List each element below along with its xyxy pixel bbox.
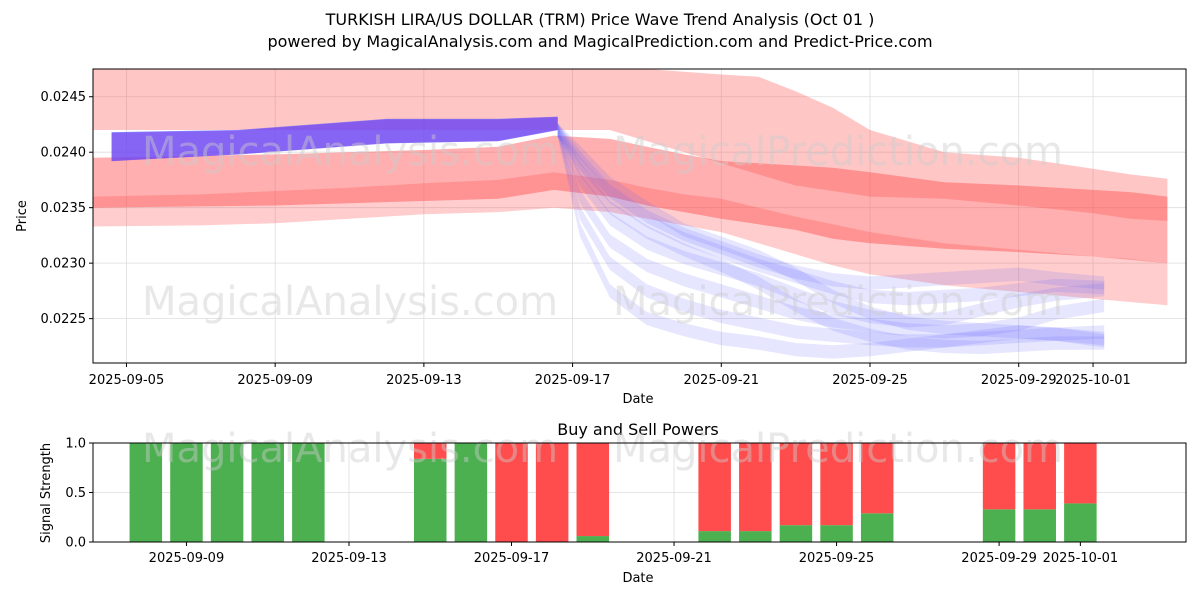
price-y-tick-label: 0.0245: [41, 90, 87, 105]
sell-bar-2025-09-23: [739, 443, 772, 532]
price-watermarks: MagicalAnalysis.com MagicalPrediction.com…: [142, 129, 1063, 325]
signal-x-label: Date: [622, 571, 653, 586]
blue-projection-band: [557, 123, 1105, 359]
sell-bar-2025-09-17: [495, 443, 528, 542]
price-y-tick-label: 0.0225: [41, 312, 87, 327]
red-band-low: [93, 172, 1168, 306]
sell-bar-2025-09-24: [779, 443, 813, 526]
buy-bar-2025-09-25: [820, 525, 853, 542]
price-y-tick-label: 0.0235: [41, 201, 87, 216]
chart-subtitle: powered by MagicalAnalysis.com and Magic…: [267, 32, 932, 51]
price-plot-frame: [92, 68, 1187, 364]
price-y-label: Price: [15, 200, 30, 232]
price-y-tick-label: 0.0240: [41, 146, 87, 161]
signal-y-label: Signal Strength: [39, 443, 54, 543]
watermark-text: MagicalAnalysis.com: [142, 426, 558, 472]
buy-bar-2025-09-19: [576, 536, 610, 542]
price-x-tick-label: 2025-09-13: [386, 373, 462, 388]
price-plot: MagicalAnalysis.com MagicalPrediction.com…: [15, 68, 1187, 407]
sell-bar-2025-09-15: [413, 443, 447, 459]
signal-x-tick-label: 2025-09-17: [474, 551, 550, 566]
purple-overlap-band: [111, 117, 558, 162]
blue-projection-band: [557, 123, 1105, 355]
price-x-tick-label: 2025-09-05: [89, 373, 165, 388]
sell-bar-2025-09-30: [1023, 443, 1056, 510]
watermark-text: MagicalPrediction.com: [613, 279, 1063, 325]
signal-y-tick-label: 1.0: [65, 437, 86, 452]
price-x-ticks: 2025-09-05 2025-09-09 2025-09-13 2025-09-17…: [89, 363, 1131, 388]
buy-bar-2025-09-10: [210, 443, 244, 542]
sell-bar-2025-09-18: [535, 443, 569, 542]
blue-history-band: [111, 116, 558, 162]
buy-bar-2025-09-09: [170, 443, 203, 542]
blue-projection-band: [557, 123, 1105, 346]
price-x-tick-label: 2025-09-29: [981, 373, 1057, 388]
watermark-text: MagicalAnalysis.com: [142, 129, 558, 175]
price-x-tick-label: 2025-10-01: [1055, 373, 1131, 388]
buy-bar-2025-09-11: [251, 443, 284, 542]
signal-plot: Buy and Sell Powers MagicalAnalysis.com M…: [39, 420, 1187, 586]
price-x-tick-label: 2025-09-21: [684, 373, 760, 388]
signal-watermarks: MagicalAnalysis.com MagicalPrediction.com: [142, 426, 1063, 472]
price-grid: [93, 69, 1186, 363]
price-x-tick-label: 2025-09-17: [535, 373, 611, 388]
signal-bars: [129, 443, 1097, 542]
blue-history-band: [111, 116, 558, 162]
sell-bar-2025-09-25: [820, 443, 853, 526]
chart-title: TURKISH LIRA/US DOLLAR (TRM) Price Wave …: [325, 10, 875, 29]
buy-bar-2025-09-29: [982, 509, 1016, 542]
sell-bar-2025-09-22: [698, 443, 731, 532]
signal-x-tick-label: 2025-09-25: [799, 551, 875, 566]
price-x-tick-label: 2025-09-25: [832, 373, 908, 388]
buy-bar-2025-09-08: [129, 443, 163, 542]
sell-bar-2025-09-26: [860, 443, 894, 514]
signal-x-ticks: 2025-09-09 2025-09-13 2025-09-17 2025-09-21…: [149, 542, 1118, 566]
buy-bar-2025-09-16: [454, 443, 488, 542]
red-bands: [93, 69, 1168, 306]
price-x-label: Date: [622, 392, 653, 407]
blue-projection-band: [557, 123, 1105, 290]
sell-bar-2025-09-19: [576, 443, 610, 537]
buy-bar-2025-09-26: [860, 513, 894, 542]
blue-projection-band: [557, 123, 1105, 306]
signal-x-tick-label: 2025-09-21: [636, 551, 712, 566]
signal-x-tick-label: 2025-09-29: [961, 551, 1037, 566]
sell-bar-2025-09-29: [982, 443, 1016, 510]
signal-title: Buy and Sell Powers: [557, 420, 719, 439]
price-x-tick-label: 2025-09-09: [237, 373, 313, 388]
signal-y-tick-label: 0.5: [65, 486, 86, 501]
buy-bar-2025-09-12: [292, 443, 325, 542]
red-band-core: [93, 135, 1168, 264]
price-y-tick-label: 0.0230: [41, 257, 87, 272]
buy-bar-2025-10-01: [1064, 503, 1097, 542]
signal-y-ticks: 0.0 0.5 1.0: [65, 437, 93, 551]
watermark-text: MagicalPrediction.com: [613, 129, 1063, 175]
buy-bar-2025-09-30: [1023, 509, 1056, 542]
signal-x-tick-label: 2025-09-09: [149, 551, 225, 566]
price-y-ticks: 0.0225 0.0230 0.0235 0.0240 0.0245: [41, 90, 93, 327]
watermark-text: MagicalPrediction.com: [613, 426, 1063, 472]
buy-bar-2025-09-24: [779, 525, 813, 542]
sell-bar-2025-10-01: [1064, 443, 1097, 504]
watermark-text: MagicalAnalysis.com: [142, 279, 558, 325]
blue-history-band: [111, 116, 558, 161]
blue-projection-band: [557, 123, 1105, 339]
buy-bar-2025-09-23: [739, 531, 772, 542]
blue-projections: [111, 116, 1105, 359]
signal-x-tick-label: 2025-09-13: [311, 551, 387, 566]
buy-bar-2025-09-15: [413, 458, 447, 542]
red-band-wide-upper: [93, 69, 1168, 221]
signal-x-tick-label: 2025-10-01: [1043, 551, 1119, 566]
signal-y-tick-label: 0.0: [65, 536, 86, 551]
buy-bar-2025-09-22: [698, 531, 731, 542]
